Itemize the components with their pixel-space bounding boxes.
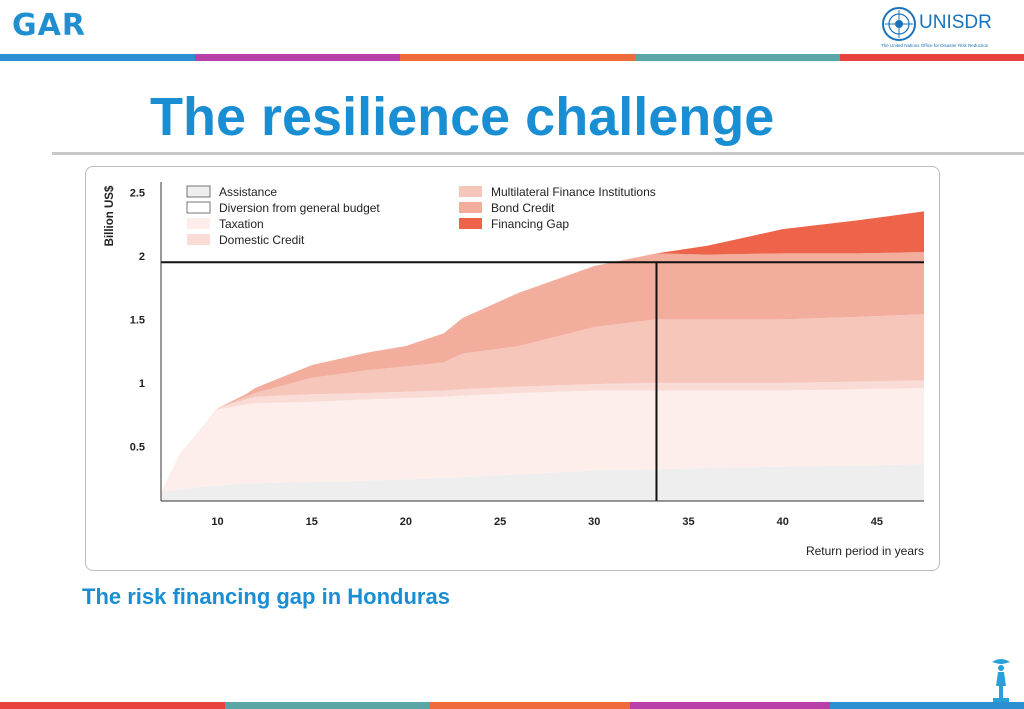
x-tick-label: 10 (211, 516, 223, 528)
y-tick-label: 1.5 (130, 314, 145, 326)
color-bar-segment (840, 54, 1024, 61)
legend-swatch (459, 186, 482, 197)
color-bar-segment (830, 702, 1024, 709)
legend-swatch (459, 218, 482, 229)
color-bar-segment (430, 702, 630, 709)
un-emblem-icon (882, 7, 916, 41)
legend-label: Multilateral Finance Institutions (491, 185, 656, 199)
color-bar-segment (0, 702, 225, 709)
chart-caption: The risk financing gap in Honduras (82, 584, 450, 609)
unisdr-logo: UNISDR The United Nations Office for Dis… (881, 6, 1016, 50)
x-tick-label: 25 (494, 516, 506, 528)
legend-swatch (186, 201, 211, 214)
legend-label: Taxation (219, 217, 264, 231)
y-tick-label: 1 (139, 378, 145, 390)
y-tick-label: 2 (139, 251, 145, 263)
legend-swatch (187, 218, 210, 229)
x-tick-label: 30 (588, 516, 600, 528)
legend-swatch (459, 202, 482, 213)
gar-logo: GAR (12, 8, 86, 43)
x-tick-label: 35 (682, 516, 694, 528)
color-bar-segment (400, 54, 635, 61)
color-bar-segment (0, 54, 195, 61)
y-axis-title: Billion US$ (104, 185, 116, 246)
area-bond-credit (161, 252, 924, 493)
area-taxation (161, 387, 924, 493)
top-color-bar (0, 54, 1024, 61)
statue-icon (992, 659, 1010, 702)
legend-swatch (186, 185, 211, 198)
y-tick-label: 0.5 (130, 441, 145, 453)
unisdr-name: UNISDR (919, 12, 992, 33)
color-bar-segment (630, 702, 830, 709)
y-tick-label: 2.5 (130, 187, 145, 199)
x-tick-label: 45 (871, 516, 883, 528)
area-financing-gap (161, 211, 924, 493)
area-assistance (161, 464, 924, 501)
x-axis-title: Return period in years (806, 544, 924, 558)
legend-swatch (187, 234, 210, 245)
legend-label: Assistance (219, 185, 277, 199)
chart-axes: 0.5 1 1.5 2 2.5 10 15 20 25 30 35 40 45 Billion US$ Re… (104, 182, 924, 558)
color-bar-segment (635, 54, 840, 61)
x-tick-label: 40 (777, 516, 789, 528)
title-divider (52, 152, 1024, 155)
unisdr-tagline: The United Nations Office for Disaster R… (881, 43, 989, 48)
legend-label: Diversion from general budget (219, 201, 380, 215)
color-bar-segment (195, 54, 400, 61)
color-bar-segment (225, 702, 430, 709)
x-tick-label: 20 (400, 516, 412, 528)
area-multilateral-finance-institutions (161, 314, 924, 493)
legend-label: Financing Gap (491, 217, 569, 231)
x-tick-label: 15 (306, 516, 318, 528)
legend-label: Bond Credit (491, 201, 555, 215)
chart-legend: Assistance Diversion from general budget T… (186, 185, 656, 247)
slide-title: The resilience challenge (150, 87, 775, 147)
chart-areas (161, 211, 924, 501)
legend-label: Domestic Credit (219, 233, 305, 247)
bottom-color-bar (0, 702, 1024, 709)
